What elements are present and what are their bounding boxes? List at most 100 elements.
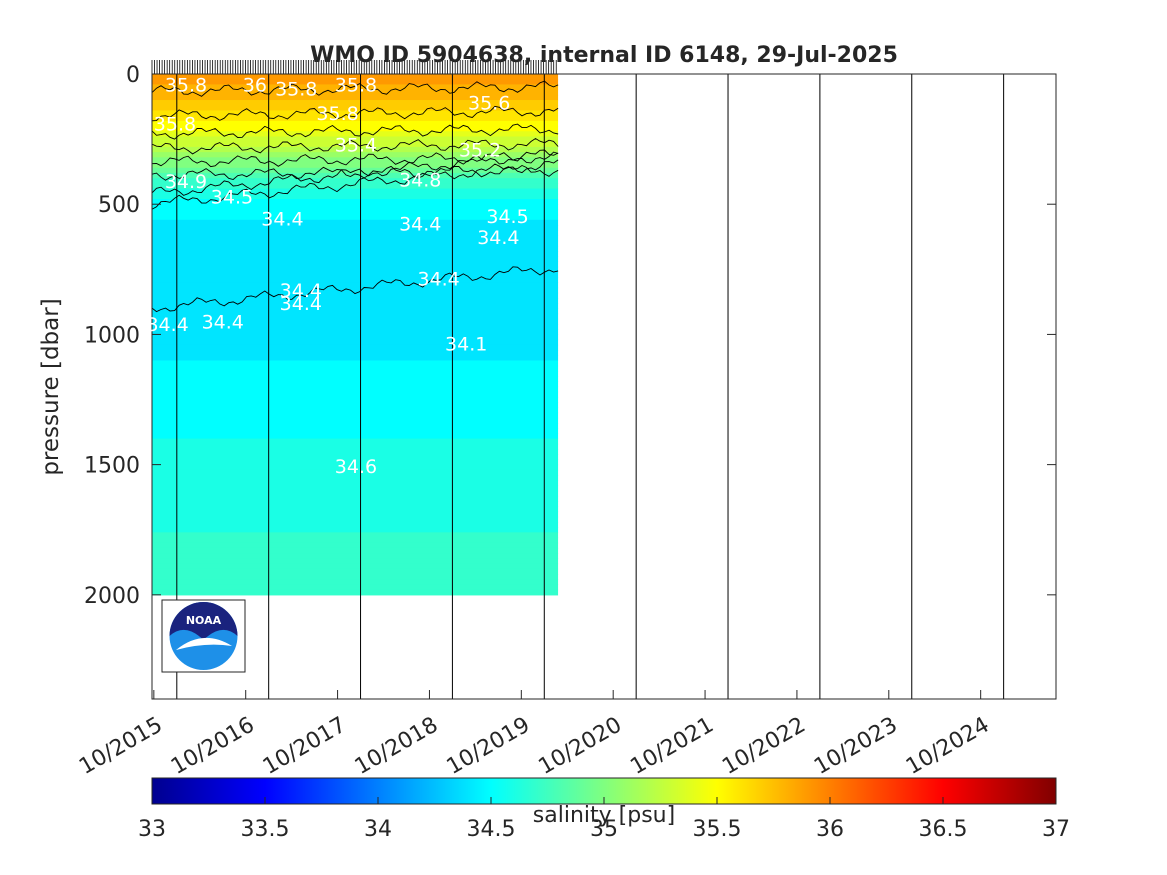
salinity-band xyxy=(152,308,559,315)
salinity-band xyxy=(152,459,559,466)
x-tick-label: 10/2015 xyxy=(75,713,167,780)
salinity-band xyxy=(152,579,559,586)
salinity-band xyxy=(152,537,559,544)
colorbar-tick-label: 33.5 xyxy=(241,817,290,842)
contour-label: 34.9 xyxy=(165,171,207,193)
salinity-band xyxy=(152,334,559,341)
salinity-band xyxy=(152,178,559,184)
salinity-band xyxy=(152,94,559,101)
salinity-band xyxy=(152,282,559,289)
x-tick-label: 10/2021 xyxy=(626,713,718,780)
salinity-band xyxy=(152,344,559,351)
salinity-band xyxy=(152,547,559,554)
contour-label: 35.2 xyxy=(459,140,501,162)
svg-text:NOAA: NOAA xyxy=(186,614,222,627)
salinity-band xyxy=(152,412,559,419)
salinity-band xyxy=(152,324,559,330)
contour-labels: 35.8 36 35.8 35.835.8 35.635.835.4 35.234.9 34… xyxy=(146,74,528,478)
salinity-band xyxy=(152,74,559,80)
salinity-band xyxy=(152,464,559,471)
colorbar-ticks: 33 33.5 34 34.5 35 35.5 36 36.5 37 xyxy=(138,797,1070,842)
salinity-band xyxy=(152,292,559,299)
salinity-band xyxy=(152,386,559,393)
salinity-band xyxy=(152,495,559,502)
salinity-band xyxy=(152,219,559,226)
salinity-band xyxy=(152,313,559,320)
salinity-contour xyxy=(152,159,559,210)
salinity-contour xyxy=(152,80,559,97)
salinity-field xyxy=(152,74,559,596)
colorbar-tick-label: 37 xyxy=(1042,817,1070,842)
salinity-band xyxy=(152,271,559,278)
contour-label: 34.6 xyxy=(335,456,377,478)
x-axis-ticks: 10/2015 10/2016 10/2017 10/2018 10/2019 10/20… xyxy=(75,690,994,780)
salinity-band xyxy=(152,449,559,455)
x-tick-label: 10/2020 xyxy=(535,713,627,780)
salinity-band xyxy=(152,501,559,507)
contour-label: 34.4 xyxy=(399,214,441,236)
salinity-band xyxy=(152,245,559,252)
salinity-band xyxy=(152,115,559,122)
contour-label: 36 xyxy=(243,74,267,96)
salinity-band xyxy=(152,329,559,336)
contour-label: 35.8 xyxy=(165,74,207,96)
salinity-band xyxy=(152,360,559,367)
colorbar-tick-label: 36.5 xyxy=(919,817,968,842)
salinity-band xyxy=(152,318,559,325)
salinity-band xyxy=(152,370,559,377)
contour-label: 35.8 xyxy=(316,103,358,125)
salinity-band xyxy=(152,162,559,169)
salinity-contour xyxy=(152,149,559,196)
x-tick-label: 10/2022 xyxy=(718,713,810,780)
salinity-band xyxy=(152,131,559,138)
colorbar-tick-label: 33 xyxy=(138,817,166,842)
salinity-band xyxy=(152,188,559,195)
colorbar-tick-label: 35.5 xyxy=(693,817,742,842)
salinity-band xyxy=(152,225,559,231)
salinity-band xyxy=(152,527,559,533)
salinity-band xyxy=(152,443,559,450)
chart-title: WMO ID 5904638, internal ID 6148, 29-Jul… xyxy=(310,43,898,68)
plot-frame xyxy=(151,73,1057,700)
contour-label: 34.5 xyxy=(486,206,528,228)
x-tick-label: 10/2016 xyxy=(167,713,259,780)
salinity-band xyxy=(152,193,559,200)
contour-label: 34.4 xyxy=(477,227,519,249)
salinity-band xyxy=(152,355,559,362)
contour-label: 34.4 xyxy=(261,209,303,231)
salinity-band xyxy=(152,209,559,216)
contour-label: 34.4 xyxy=(202,311,244,333)
salinity-contour xyxy=(152,266,559,313)
contour-label: 35.8 xyxy=(154,113,196,135)
contour-label: 35.4 xyxy=(335,134,377,156)
salinity-band xyxy=(152,365,559,372)
y-tick-label: 2000 xyxy=(84,584,140,609)
y-tick-label: 500 xyxy=(98,193,140,218)
salinity-band xyxy=(152,152,559,158)
salinity-band xyxy=(152,428,559,434)
salinity-contour xyxy=(152,137,559,155)
salinity-band xyxy=(152,100,559,106)
salinity-band xyxy=(152,381,559,388)
salinity-band xyxy=(152,553,559,559)
colorbar-tick-label: 35 xyxy=(590,817,618,842)
x-tick-label: 10/2024 xyxy=(902,713,994,780)
contour-label: 35.8 xyxy=(275,78,317,100)
x-tick-label: 10/2023 xyxy=(810,713,902,780)
salinity-band xyxy=(152,490,559,497)
noaa-logo: NOAA xyxy=(161,599,246,673)
colorbar-tick-label: 34 xyxy=(364,817,392,842)
salinity-band xyxy=(152,157,559,164)
salinity-band xyxy=(152,235,559,242)
contour-label: 34.4 xyxy=(280,280,322,302)
contour-label: 34.4 xyxy=(417,268,459,290)
salinity-band xyxy=(152,438,559,445)
salinity-band xyxy=(152,105,559,112)
salinity-band xyxy=(152,199,559,205)
salinity-band xyxy=(152,146,559,153)
x-tick-label: 10/2018 xyxy=(351,713,443,780)
salinity-band xyxy=(152,469,559,476)
salinity-band xyxy=(152,391,559,398)
salinity-band xyxy=(152,183,559,190)
